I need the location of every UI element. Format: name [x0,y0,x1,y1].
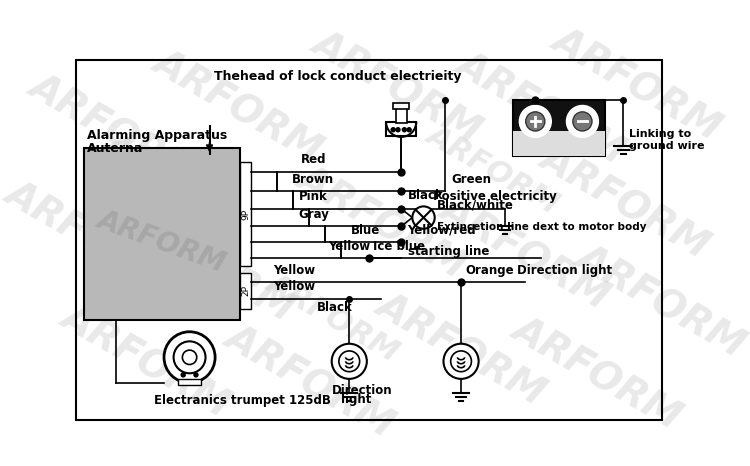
Text: ARFORM: ARFORM [146,42,328,169]
Circle shape [339,351,360,372]
Text: Electranics trumpet 125dB: Electranics trumpet 125dB [154,394,331,407]
Circle shape [407,128,411,132]
Circle shape [173,341,206,373]
Bar [513,100,604,156]
Text: Red: Red [301,153,326,166]
Text: ARFORM: ARFORM [22,66,205,193]
Text: Ice blue: Ice blue [374,240,425,253]
Bar [240,163,251,266]
Text: Linking to: Linking to [628,129,691,139]
Bar [178,379,201,385]
Text: Yellow/red: Yellow/red [407,224,476,237]
Circle shape [392,128,395,132]
Circle shape [182,350,196,364]
Text: ARFORM: ARFORM [306,24,488,151]
Text: Gray: Gray [298,208,328,221]
Text: ARFORM: ARFORM [546,21,728,148]
Text: ground wire: ground wire [628,141,704,151]
Text: light: light [341,393,372,406]
Bar [513,131,604,156]
Text: Extincetion line dext to motor body: Extincetion line dext to motor body [437,221,646,232]
Circle shape [519,105,551,137]
Bar [395,107,406,123]
Text: ARFORM: ARFORM [290,158,472,285]
Text: Green: Green [452,172,491,185]
Text: Yellow: Yellow [274,264,316,277]
Text: ARFORM: ARFORM [534,138,716,265]
Text: ARFORM: ARFORM [118,202,301,329]
Text: Auterna: Auterna [87,142,144,155]
Bar [84,148,240,320]
Text: Pink: Pink [299,190,328,203]
Text: ARFORM: ARFORM [370,286,552,413]
Text: 2P: 2P [241,285,250,296]
Circle shape [182,373,185,377]
Text: Brown: Brown [292,172,334,185]
Text: ARFORM: ARFORM [55,298,236,425]
Text: Black: Black [317,302,353,315]
Circle shape [413,206,435,229]
Text: Direction light: Direction light [517,264,612,277]
Text: ARFORM: ARFORM [0,174,181,301]
Text: Thehead of lock conduct electrieity: Thehead of lock conduct electrieity [214,70,461,83]
Circle shape [396,128,400,132]
Circle shape [573,112,592,131]
Text: Positive electricity: Positive electricity [433,190,556,203]
Text: Blue: Blue [350,224,380,237]
Circle shape [566,105,598,137]
Text: Yellow: Yellow [274,281,316,294]
Text: ARFORM: ARFORM [94,206,230,278]
Text: ARFORM: ARFORM [434,190,616,317]
Circle shape [332,344,367,379]
Text: ARFORM: ARFORM [570,238,750,365]
Circle shape [402,128,406,132]
Circle shape [451,351,472,372]
Circle shape [164,332,215,383]
Circle shape [526,112,545,131]
Text: Direction: Direction [332,384,392,397]
Text: starting line: starting line [407,245,489,258]
Text: Black: Black [407,189,443,202]
Text: ARFORM: ARFORM [450,45,632,171]
Text: 9P: 9P [241,209,250,220]
Bar [393,103,410,109]
Bar [386,122,416,136]
Text: ARFORM: ARFORM [102,128,244,227]
Text: ARFORM: ARFORM [506,310,688,437]
Text: ARFORM: ARFORM [422,120,564,219]
Text: Orange: Orange [465,264,514,277]
Text: ARFORM: ARFORM [262,268,404,367]
Text: Alarming Apparatus: Alarming Apparatus [87,129,227,142]
Circle shape [443,344,478,379]
Text: Yellow: Yellow [328,240,370,253]
Circle shape [194,373,198,377]
Bar [240,273,251,308]
Text: Black/white: Black/white [437,199,514,212]
Text: ARFORM: ARFORM [218,318,400,445]
